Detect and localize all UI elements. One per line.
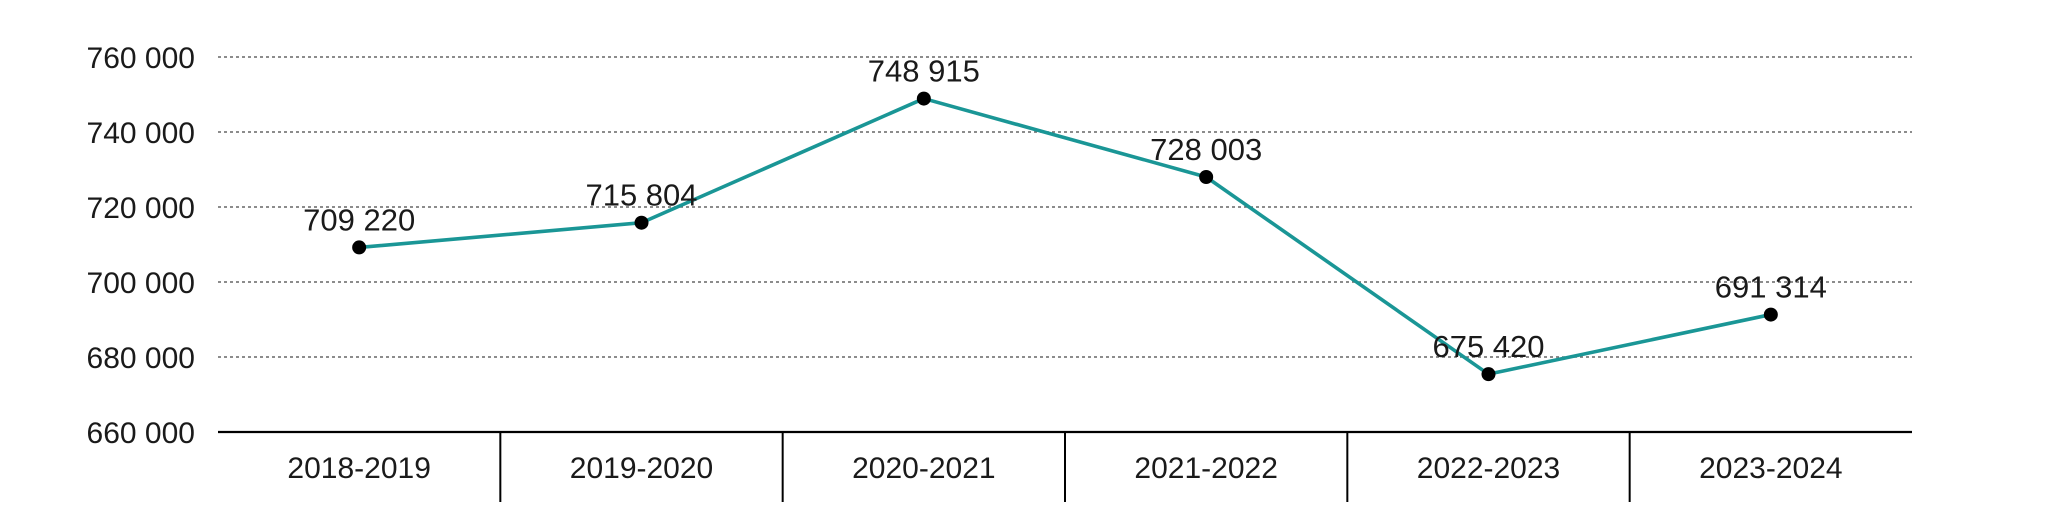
series-line-path <box>357 96 1773 376</box>
grid-lines <box>218 56 1912 358</box>
x-tick-label: 2020-2021 <box>852 452 995 485</box>
x-tick-label: 2019-2020 <box>570 452 713 485</box>
data-label: 675 420 <box>1432 329 1544 364</box>
data-point <box>1199 169 1214 184</box>
data-label: 709 220 <box>303 202 415 237</box>
data-label: 728 003 <box>1150 132 1262 167</box>
x-tick-label: 2018-2019 <box>287 452 430 485</box>
y-tick-label: 660 000 <box>87 417 195 450</box>
y-tick-label: 680 000 <box>87 342 195 375</box>
data-point <box>352 240 367 255</box>
y-tick-label: 760 000 <box>87 42 195 75</box>
x-tick-label: 2022-2023 <box>1417 452 1560 485</box>
x-tick-labels: 2018-2019 2019-2020 2020-2021 2021-2022 2022… <box>287 452 1842 485</box>
data-label: 691 314 <box>1715 270 1827 305</box>
data-label: 748 915 <box>868 54 980 89</box>
data-point <box>916 91 931 106</box>
data-point <box>1481 367 1496 382</box>
x-tick-label: 2023-2024 <box>1699 452 1842 485</box>
data-point <box>634 215 649 230</box>
series-line <box>357 96 1773 376</box>
data-labels: 709 220 715 804 748 915 728 003 675 420 691 3… <box>303 54 1827 365</box>
data-point <box>1763 307 1778 322</box>
y-tick-labels: 660 000 680 000 700 000 720 000 740 000 760 0… <box>87 42 195 450</box>
y-tick-label: 720 000 <box>87 192 195 225</box>
y-tick-label: 700 000 <box>87 267 195 300</box>
axes <box>218 430 1912 502</box>
data-points <box>352 91 1778 382</box>
data-label: 715 804 <box>585 178 697 213</box>
x-tick-label: 2021-2022 <box>1134 452 1277 485</box>
y-tick-label: 740 000 <box>87 117 195 150</box>
